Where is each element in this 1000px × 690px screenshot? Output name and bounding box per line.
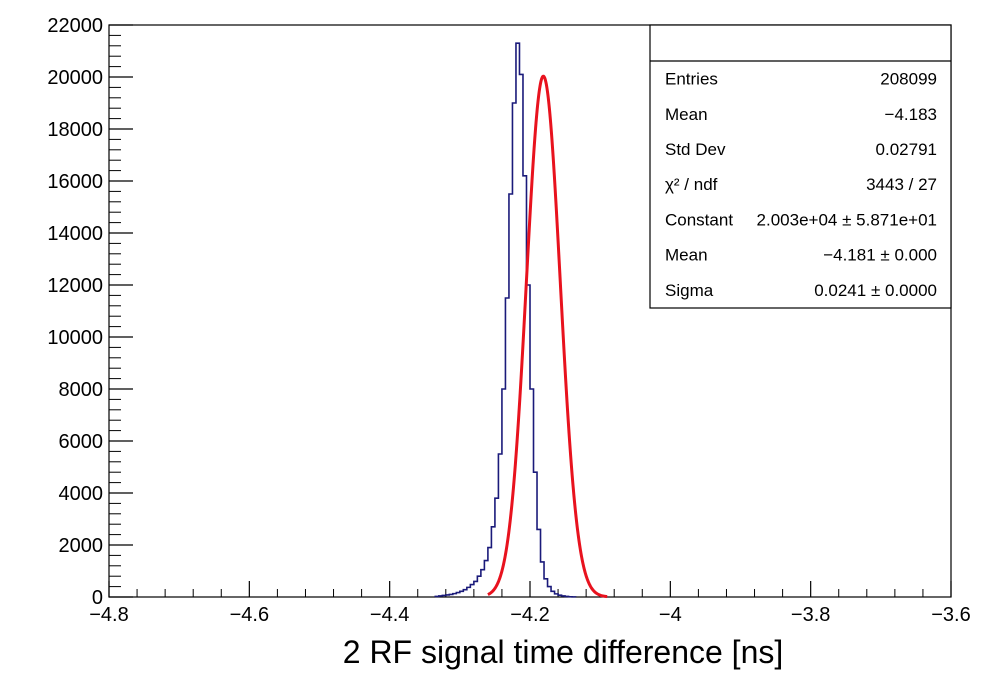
stats-row-label: Constant: [665, 210, 733, 229]
stats-row-label: Mean: [665, 246, 708, 265]
y-tick-label: 18000: [47, 119, 103, 141]
gaussian-fit-curve: [487, 74, 608, 599]
stats-box: Entries 208099 Mean −4.183 Std Dev 0.02791 χ² …: [649, 24, 952, 309]
y-tick-label: 20000: [47, 67, 103, 89]
stats-row-label: Sigma: [665, 281, 714, 300]
x-tick-label: −4.2: [510, 604, 549, 626]
y-tick-label: 10000: [47, 327, 103, 349]
x-tick-label: −4.4: [370, 604, 409, 626]
stats-row-value: 3443 / 27: [866, 175, 937, 194]
y-tick-label: 16000: [47, 171, 103, 193]
x-tick-label: −4.6: [230, 604, 269, 626]
y-tick-label: 6000: [59, 431, 104, 453]
stats-row-label: Mean: [665, 105, 708, 124]
stats-row-label: Entries: [665, 70, 718, 89]
stats-row-label: Std Dev: [665, 140, 726, 159]
stats-row-value: 2.003e+04 ± 5.871e+01: [757, 210, 937, 229]
x-tick-label: −4.8: [89, 604, 128, 626]
stats-row-value: −4.183: [885, 105, 937, 124]
stats-row-value: 0.0241 ± 0.0000: [814, 281, 937, 300]
x-axis-ticks: −4.8 −4.6 −4.4 −4.2 −4 −3.8 −3.6: [89, 581, 971, 626]
y-tick-label: 0: [92, 587, 103, 609]
stats-row-label: χ² / ndf: [665, 175, 718, 194]
stats-box-frame: [649, 24, 952, 309]
stats-rows: Entries 208099 Mean −4.183 Std Dev 0.02791 χ² …: [665, 70, 937, 300]
y-tick-label: 8000: [59, 379, 104, 401]
y-tick-label: 4000: [59, 483, 104, 505]
stats-row-value: −4.181 ± 0.000: [823, 246, 937, 265]
y-tick-label: 2000: [59, 535, 104, 557]
stats-row-value: 208099: [880, 70, 937, 89]
x-axis-title: 2 RF signal time difference [ns]: [343, 634, 784, 670]
x-tick-label: −3.6: [931, 604, 970, 626]
histogram-outline: [434, 42, 577, 598]
x-tick-label: −4: [659, 604, 682, 626]
y-tick-label: 22000: [47, 15, 103, 37]
y-tick-label: 12000: [47, 275, 103, 297]
y-axis-ticks: 0 2000 4000 6000 8000 10000 12000 14000 16000 180…: [47, 15, 133, 609]
x-tick-label: −3.8: [791, 604, 830, 626]
y-tick-label: 14000: [47, 223, 103, 245]
stats-row-value: 0.02791: [876, 140, 937, 159]
